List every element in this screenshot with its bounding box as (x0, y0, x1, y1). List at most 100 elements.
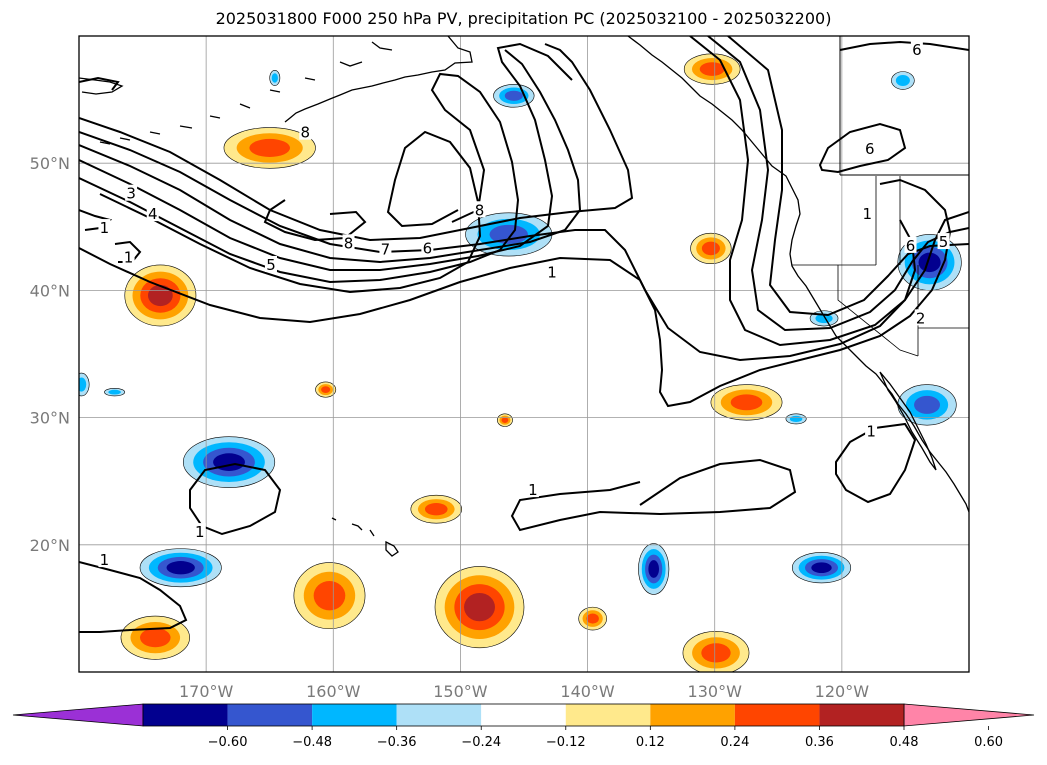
contour-label: 1 (866, 423, 876, 441)
contour-label: 8 (344, 234, 354, 252)
precip-level (918, 252, 941, 273)
colorbar-segment (143, 704, 228, 726)
colorbar-segment (650, 704, 735, 726)
contour-label-bg (379, 240, 392, 257)
precip-level (313, 580, 346, 611)
contour-label: 1 (100, 219, 110, 237)
colorbar-tick-label: 0.60 (974, 735, 1003, 750)
contour-label: 6 (906, 237, 916, 255)
precip-area-2 (223, 127, 316, 169)
contour-label-bg (473, 201, 486, 218)
longitude-tick-label: 170°W (179, 682, 234, 701)
pv-contour-1-central (189, 462, 282, 536)
precip-area-26 (104, 388, 126, 397)
precip-level (271, 73, 278, 83)
precip-area-21 (897, 384, 957, 426)
contour-label-bg (98, 551, 111, 568)
contour-label-bg (914, 309, 927, 326)
pv-contour-7 (99, 130, 482, 294)
colorbar-tick-label: −0.24 (461, 735, 501, 750)
precip-level (140, 628, 171, 648)
pv-contour-1-upperleft (79, 76, 120, 91)
contour-label: 5 (266, 256, 276, 274)
colorbar-extend-low (12, 703, 144, 727)
colorbar-tick-label: −0.60 (208, 735, 248, 750)
colorbar-tick-label: 0.36 (805, 735, 834, 750)
colorbar-tick-label: 0.12 (636, 735, 665, 750)
precip-level (701, 643, 731, 663)
canada-us-border (839, 36, 969, 176)
contour-label-bg (264, 255, 277, 272)
precip-area-15 (139, 548, 222, 588)
contour-label-bg (910, 40, 923, 57)
longitude-tick-label: 120°W (815, 682, 870, 701)
contour-label-bg (526, 481, 539, 498)
precip-level (249, 138, 291, 157)
colorbar-segment (565, 704, 651, 726)
colorbar-segment (396, 704, 482, 726)
colorbar-segment (312, 704, 397, 726)
precip-area-19 (791, 552, 852, 584)
map-frame (78, 35, 970, 673)
contour-label: 4 (148, 205, 158, 223)
colorbar: −0.60 −0.48 −0.36 −0.24 −0.12 0.12 0.24 0.36 0.4… (12, 703, 1035, 750)
precip-level (464, 592, 495, 622)
contour-label: 3 (126, 185, 136, 203)
colorbar-segment (819, 704, 904, 726)
colorbar-tick-label: 0.48 (890, 735, 919, 750)
contour-label-bg (861, 205, 874, 222)
longitude-tick-label: 150°W (433, 682, 488, 701)
contour-label: 1 (528, 481, 538, 499)
precip-level (504, 90, 523, 101)
latitude-tick-label: 40°N (30, 281, 70, 300)
pv-contour-east-1 (689, 36, 969, 347)
precip-area-18 (638, 543, 670, 595)
pv-contour-3 (79, 131, 917, 362)
precip-area-24 (785, 413, 807, 425)
contour-label-bg (193, 523, 206, 540)
pv-contour-1-subtropic (510, 458, 797, 532)
colorbar-segment (481, 704, 566, 726)
precip-area-25 (79, 372, 90, 397)
contour-label: 6 (865, 140, 875, 158)
precip-level (811, 562, 832, 574)
precip-level (489, 224, 528, 245)
pv-contour-5 (79, 42, 573, 271)
precip-area-13 (496, 413, 513, 427)
colorbar-tick-label: −0.36 (377, 735, 417, 750)
precip-level (108, 389, 121, 395)
contour-label-bg (863, 140, 876, 157)
contour-label: 1 (195, 523, 205, 541)
latitude-tick-label: 50°N (30, 154, 70, 173)
pv-contour-6 (79, 72, 520, 284)
precip-area-1 (124, 264, 197, 327)
precip-level (586, 613, 599, 624)
precip-area-27 (269, 70, 281, 86)
contour-label: 1 (100, 551, 110, 569)
alaska-islands (99, 41, 393, 145)
contour-label: 1 (124, 248, 134, 266)
contour-label: 1 (547, 264, 557, 282)
contour-label-bg (122, 248, 135, 265)
precip-level (166, 561, 195, 575)
colorbar-tick-label: −0.12 (546, 735, 586, 750)
precip-area-12 (315, 381, 337, 398)
precip-level (730, 394, 763, 411)
precip-level (424, 502, 448, 516)
colorbar-tick-label: −0.48 (292, 735, 332, 750)
pv-contour-1 (79, 178, 952, 408)
contour-label: 6 (423, 239, 433, 257)
precip-level (321, 386, 331, 394)
latitude-tick-label: 30°N (30, 409, 70, 428)
contour-label: 6 (912, 41, 922, 59)
contour-label: 5 (939, 233, 949, 251)
contour-label-bg (865, 422, 878, 439)
contour-label-bg (125, 184, 138, 201)
pv-contour-4 (79, 49, 582, 264)
contour-label-bg (904, 236, 917, 253)
precip-area-4 (690, 232, 732, 264)
hawaii-islands (331, 517, 399, 557)
precip-level (648, 560, 659, 578)
contour-label: 1 (863, 205, 873, 223)
